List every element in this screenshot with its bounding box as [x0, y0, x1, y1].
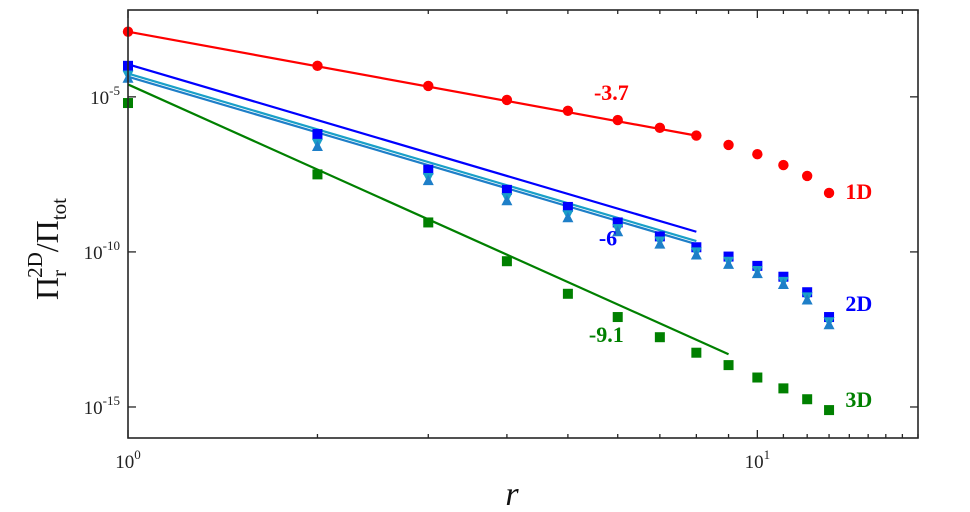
- annotation-2: -9.1: [589, 322, 624, 347]
- point-s0-8: [723, 139, 734, 151]
- annotation-5: 3D: [845, 387, 872, 412]
- point-s0-7: [691, 130, 702, 141]
- annotation-4: 2D: [845, 291, 872, 316]
- point-s3-2: [422, 174, 434, 186]
- annotation-0: -3.7: [594, 80, 629, 105]
- point-s0-5: [612, 114, 623, 126]
- point-s4-5: [612, 312, 623, 323]
- point-s3-4: [562, 211, 574, 223]
- point-s0-11: [801, 170, 813, 182]
- y-title-sup: 2D: [23, 252, 47, 278]
- point-s3-5: [612, 225, 624, 237]
- y-title-sep: /: [29, 243, 65, 252]
- point-s3-7: [690, 249, 702, 260]
- point-s4-1: [312, 169, 323, 180]
- point-s0-12: [823, 187, 835, 199]
- point-s3-3: [501, 194, 513, 206]
- point-s1-9: [752, 260, 763, 271]
- point-s1-10: [778, 271, 789, 282]
- point-s1-11: [802, 287, 813, 298]
- point-s1-2: [423, 164, 434, 175]
- svg-text:Πr2D/Πtot: Πr2D/Πtot: [23, 198, 71, 300]
- point-s1-12: [824, 312, 835, 323]
- point-s1-5: [612, 217, 623, 228]
- annotations: -3.7 -6 -9.1 1D 2D 3D: [589, 80, 872, 412]
- point-s3-12: [823, 318, 835, 330]
- point-s4-10: [778, 383, 789, 394]
- point-s0-10: [778, 159, 789, 171]
- y-title-main2: Π: [29, 220, 65, 243]
- point-s4-11: [802, 394, 813, 405]
- y-title-sub2: tot: [47, 198, 71, 220]
- point-s4-2: [423, 217, 434, 228]
- y-axis-title: Πr2D/Πtot: [23, 198, 71, 300]
- point-s0-1: [312, 60, 323, 72]
- point-s4-6: [654, 332, 665, 343]
- point-s1-1: [312, 129, 323, 140]
- annotation-1: -6: [599, 226, 617, 251]
- point-s1-7: [691, 242, 702, 253]
- point-s3-10: [777, 278, 789, 289]
- point-s1-3: [501, 184, 512, 195]
- point-s3-9: [751, 267, 763, 279]
- point-s1-6: [654, 231, 665, 242]
- axis-ticks: 100 101 10-5 10-10 10-15: [84, 10, 919, 473]
- point-s3-8: [723, 258, 735, 269]
- point-s4-12: [824, 405, 835, 416]
- point-s0-3: [501, 94, 513, 106]
- point-s4-4: [562, 288, 573, 299]
- point-s3-1: [311, 140, 323, 151]
- fit-line-0: [127, 30, 697, 137]
- point-s3-11: [801, 293, 813, 305]
- y-title-main: Π: [29, 277, 65, 300]
- point-s0-9: [752, 149, 763, 160]
- plot-frame: [127, 9, 919, 439]
- point-s0-6: [654, 122, 666, 134]
- y-tick-label-1: 10-10: [84, 238, 120, 264]
- point-s4-9: [752, 372, 763, 383]
- y-tick-label-2: 10-15: [84, 393, 120, 419]
- point-s1-8: [723, 251, 734, 262]
- annotation-3: 1D: [845, 179, 872, 204]
- x-axis-title: r: [505, 476, 519, 512]
- x-tick-label-1: 101: [745, 447, 771, 473]
- fit-line-1: [127, 63, 697, 233]
- point-s4-8: [723, 360, 734, 371]
- fit-line-2: [127, 72, 697, 243]
- plot-area: [128, 10, 918, 438]
- point-s1-4: [562, 201, 573, 212]
- point-s3-6: [654, 238, 666, 249]
- y-tick-label-0: 10-5: [90, 83, 120, 109]
- point-s0-4: [562, 105, 574, 116]
- point-s4-7: [691, 347, 702, 358]
- x-tick-label-0: 100: [115, 447, 141, 473]
- point-s0-2: [423, 80, 434, 92]
- point-s4-3: [501, 256, 512, 267]
- y-title-sub: r: [47, 270, 71, 277]
- fit-line-3: [127, 75, 697, 246]
